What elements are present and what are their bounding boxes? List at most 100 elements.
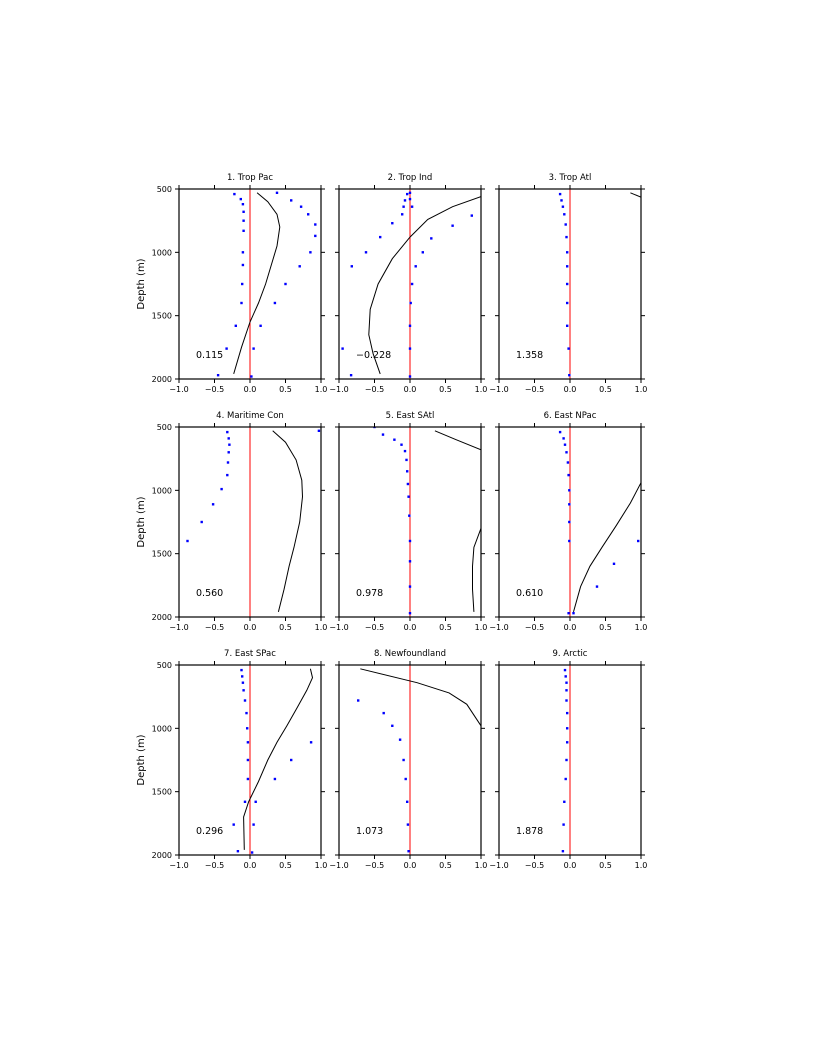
x-tick-label: 0.5 bbox=[599, 861, 612, 870]
data-point bbox=[566, 711, 569, 715]
data-point bbox=[259, 324, 262, 327]
data-point bbox=[227, 437, 230, 440]
panel-data bbox=[341, 191, 481, 378]
data-point bbox=[239, 197, 242, 201]
x-tick-label: 0.0 bbox=[404, 385, 417, 394]
data-point bbox=[410, 205, 414, 208]
series-line bbox=[360, 668, 481, 727]
x-tick-label: −0.5 bbox=[365, 385, 384, 394]
panel-title: 3. Trop Atl bbox=[549, 173, 592, 183]
x-tick-label: −1.0 bbox=[169, 385, 188, 394]
data-point bbox=[566, 251, 569, 254]
data-point bbox=[240, 668, 243, 672]
data-point bbox=[408, 324, 412, 327]
data-point bbox=[350, 265, 353, 268]
data-point bbox=[273, 301, 277, 305]
data-point bbox=[406, 482, 410, 486]
x-tick-label: 1.0 bbox=[635, 861, 648, 870]
x-tick-label: 0.5 bbox=[439, 861, 452, 870]
data-point bbox=[364, 251, 368, 254]
data-point bbox=[406, 823, 410, 826]
x-tick-label: 1.0 bbox=[475, 385, 488, 394]
data-point bbox=[357, 699, 360, 702]
series-line bbox=[368, 196, 481, 375]
data-point bbox=[407, 495, 410, 498]
x-tick-label: 0.5 bbox=[599, 385, 612, 394]
panel-2: 2. Trop Ind −1.0 −0.5 0.0 0.5 1.0 −0.228 bbox=[329, 173, 487, 394]
data-point bbox=[402, 205, 405, 208]
y-tick-label: 1000 bbox=[152, 724, 172, 733]
data-point bbox=[568, 539, 571, 543]
x-tick-label: 0.5 bbox=[279, 861, 292, 870]
data-point bbox=[562, 823, 565, 826]
x-tick-label: −1.0 bbox=[489, 623, 508, 632]
series-line bbox=[243, 668, 314, 850]
data-point bbox=[408, 585, 412, 588]
data-point bbox=[307, 213, 310, 216]
data-point bbox=[403, 449, 407, 453]
x-tick-label: 1.0 bbox=[635, 623, 648, 632]
panel-title: 5. East SAtl bbox=[386, 411, 435, 421]
x-tick-label: −1.0 bbox=[169, 861, 188, 870]
x-tick-label: −0.5 bbox=[525, 623, 544, 632]
y-axis-label: Depth (m) bbox=[136, 734, 147, 785]
data-point bbox=[410, 282, 414, 286]
data-point bbox=[612, 562, 616, 565]
data-point bbox=[566, 741, 569, 744]
data-point bbox=[565, 681, 568, 684]
data-point bbox=[242, 219, 245, 222]
data-point bbox=[226, 473, 229, 477]
data-point bbox=[451, 224, 454, 227]
data-point bbox=[430, 237, 433, 240]
data-point bbox=[407, 850, 410, 853]
data-point bbox=[250, 851, 254, 854]
x-tick-label: 0.0 bbox=[404, 623, 417, 632]
data-point bbox=[565, 758, 568, 762]
data-point bbox=[317, 429, 321, 432]
data-point bbox=[226, 461, 230, 464]
data-point bbox=[409, 301, 412, 305]
panel-4: 4. Maritime Con −1.0 −0.5 0.0 0.5 1.0 500 1000 1… bbox=[136, 411, 327, 632]
data-point bbox=[241, 282, 244, 286]
panel-value-label: 1.878 bbox=[516, 826, 543, 837]
data-point bbox=[314, 234, 317, 238]
data-point bbox=[379, 235, 382, 239]
data-point bbox=[470, 214, 473, 217]
data-point bbox=[421, 251, 424, 254]
x-tick-label: 0.0 bbox=[404, 861, 417, 870]
data-point bbox=[242, 210, 245, 213]
data-point bbox=[241, 263, 245, 267]
data-point bbox=[565, 451, 568, 454]
data-point bbox=[227, 451, 230, 454]
y-tick-label: 500 bbox=[157, 185, 172, 194]
data-point bbox=[290, 199, 293, 202]
x-tick-label: 1.0 bbox=[315, 385, 328, 394]
x-tick-label: 0.5 bbox=[279, 623, 292, 632]
data-point bbox=[246, 758, 250, 762]
data-point bbox=[563, 213, 566, 216]
data-point bbox=[391, 222, 394, 225]
panel-title: 7. East SPac bbox=[224, 649, 276, 659]
data-point bbox=[242, 229, 245, 232]
data-point bbox=[566, 282, 569, 286]
panel-data bbox=[186, 429, 321, 613]
data-point bbox=[241, 251, 245, 254]
data-point bbox=[233, 192, 236, 196]
data-point bbox=[565, 235, 568, 239]
panel-data bbox=[357, 668, 481, 853]
data-point bbox=[241, 675, 244, 678]
series-line bbox=[272, 430, 304, 613]
panel-9: 9. Arctic −1.0 −0.5 0.0 0.5 1.0 1.878 bbox=[489, 649, 647, 870]
data-point bbox=[562, 437, 565, 440]
data-point bbox=[561, 850, 565, 853]
x-tick-label: −0.5 bbox=[205, 385, 224, 394]
data-point bbox=[564, 675, 567, 678]
data-point bbox=[243, 699, 247, 702]
panel-value-label: 0.296 bbox=[196, 826, 223, 837]
panel-data bbox=[561, 668, 569, 853]
data-point bbox=[400, 443, 403, 446]
x-tick-label: −0.5 bbox=[525, 861, 544, 870]
x-tick-label: 0.5 bbox=[279, 385, 292, 394]
series-line bbox=[630, 192, 641, 198]
